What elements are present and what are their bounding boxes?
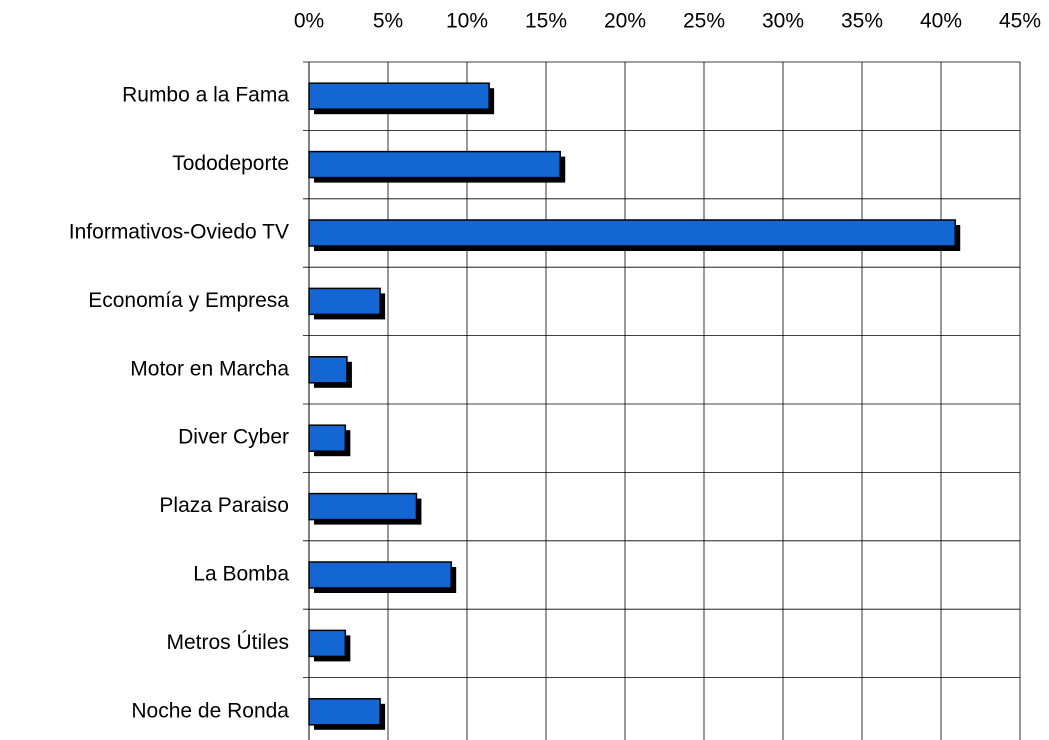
y-tick-label: Motor en Marcha — [130, 357, 289, 380]
bar — [308, 219, 956, 247]
y-tick-label: Plaza Paraiso — [159, 494, 289, 517]
x-tick-label: 30% — [762, 10, 804, 33]
x-tick-label: 0% — [294, 10, 324, 33]
bar — [308, 561, 452, 589]
y-tick-label: Rumbo a la Fama — [122, 84, 289, 107]
y-tick-label: Informativos-Oviedo TV — [69, 221, 289, 244]
bar — [308, 150, 561, 179]
bar — [308, 492, 418, 521]
bar — [308, 424, 347, 452]
bar — [308, 82, 490, 110]
bar — [308, 629, 347, 658]
y-tick-label: Tododeporte — [172, 152, 289, 175]
x-tick-label: 25% — [683, 10, 725, 33]
x-tick-label: 40% — [920, 10, 962, 33]
x-tick-label: 45% — [999, 10, 1041, 33]
bar — [308, 287, 381, 316]
bar — [308, 356, 348, 384]
y-tick-label: Metros Útiles — [166, 631, 289, 654]
y-tick-label: Economía y Empresa — [88, 289, 289, 312]
y-tick-label: La Bomba — [193, 563, 289, 586]
x-tick-label: 10% — [446, 10, 488, 33]
x-tick-label: 5% — [373, 10, 403, 33]
y-tick-label: Diver Cyber — [178, 426, 289, 449]
x-tick-label: 20% — [604, 10, 646, 33]
x-tick-label: 15% — [525, 10, 567, 33]
y-tick-label: Noche de Ronda — [131, 699, 289, 722]
bar — [308, 698, 381, 726]
x-tick-label: 35% — [841, 10, 883, 33]
